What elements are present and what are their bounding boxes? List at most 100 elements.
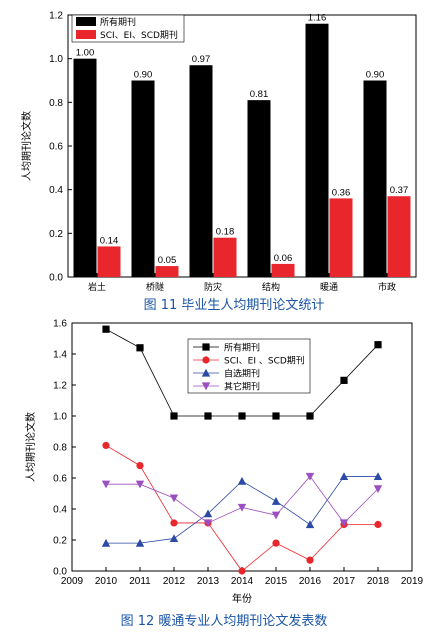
line-chart-series: [101, 325, 383, 575]
series-1-point: [238, 567, 246, 575]
bar-chart-legend: 所有期刊 SCI、EI、SCD期刊: [71, 14, 185, 43]
bar-chart-y-axis-title: 人均期刊论文数: [20, 111, 33, 181]
bar-chart-category-label: 结构: [262, 281, 280, 293]
line-chart-x-tick-label: 2011: [129, 576, 151, 587]
series-1-point: [170, 519, 178, 527]
series-3-point: [203, 519, 213, 528]
line-chart-y-axis: 0.0 0.2 0.4 0.6 0.8 1.0 1.2 1.4 1.6: [53, 319, 76, 578]
bar-value-label: 1.00: [76, 48, 95, 59]
series-3-point: [339, 519, 349, 528]
series-0-point: [238, 412, 246, 420]
bar-sci-ei-scd: [387, 196, 411, 277]
line-chart-x-tick-label: 2019: [401, 576, 424, 587]
series-0-point: [272, 412, 280, 420]
line-chart-y-tick-label: 0.2: [53, 536, 67, 547]
line-chart-x-axis: 2009 2010 2011 2012 2013 2014 2015 2016 2017 2018…: [61, 567, 424, 587]
series-0-point: [306, 412, 314, 420]
bar-all-journals: [363, 80, 387, 277]
line-chart-x-tick-label: 2017: [333, 576, 356, 587]
line-chart-y-tick-label: 0.0: [53, 567, 67, 578]
bar-chart-x-axis: 岩土 桥隧 防灾 结构 暖通 市政: [88, 273, 396, 293]
legend-marker-3: [201, 382, 211, 391]
series-3-point: [373, 485, 383, 494]
series-2-point: [305, 520, 315, 529]
line-chart-y-tick-label: 0.8: [53, 443, 67, 454]
bar-sci-ei-scd: [213, 237, 237, 277]
line-chart-x-tick-label: 2014: [231, 576, 254, 587]
bar-value-label: 0.81: [250, 89, 269, 100]
series-0-point: [102, 325, 110, 333]
bar-value-label: 0.90: [366, 70, 385, 81]
series-2-point: [203, 509, 213, 518]
bar-value-label: 0.14: [100, 235, 119, 246]
bar-value-label: 0.97: [192, 54, 211, 65]
series-3-point: [169, 494, 179, 503]
legend-label-1: SCI、EI 、SCD期刊: [224, 355, 305, 367]
series-3-point: [237, 503, 247, 512]
series-2-point: [101, 538, 111, 547]
series-3-point: [305, 472, 315, 481]
series-0-point: [204, 412, 212, 420]
legend-marker-2: [201, 368, 211, 377]
bar-chart-y-tick-label: 0.0: [49, 273, 63, 284]
series-2-point: [339, 472, 349, 481]
bar-chart-y-tick-label: 1.0: [49, 54, 63, 65]
line-chart-x-tick-label: 2009: [61, 576, 84, 587]
series-1-point: [374, 520, 382, 529]
legend-marker-1: [202, 356, 210, 364]
bar-all-journals: [247, 100, 271, 278]
series-3-point: [271, 511, 281, 520]
series-1-point: [306, 556, 314, 564]
bar-chart-bars: 1.00 0.14 0.90 0.05 0.97 0.18 0.81 0.06 1.16 0.36…: [73, 13, 411, 278]
line-chart-y-tick-label: 1.2: [53, 381, 67, 392]
bar-value-label: 0.06: [274, 253, 293, 264]
bar-chart-y-tick-label: 1.2: [49, 11, 63, 22]
series-0-point: [340, 376, 348, 384]
legend-label-3: 其它期刊: [224, 381, 260, 393]
series-3-point: [135, 480, 145, 489]
line-chart-y-tick-label: 1.4: [53, 350, 67, 361]
bar-value-label: 0.37: [390, 185, 409, 196]
line-chart-x-tick-label: 2013: [197, 576, 220, 587]
figure-12-caption: 图 12 暖通专业人均期刊论文发表数: [121, 613, 328, 629]
series-2-point: [135, 538, 145, 547]
series-1-point: [272, 539, 280, 547]
series-2-point: [169, 534, 179, 543]
series-2-point: [373, 472, 383, 481]
bar-chart-category-label: 暖通: [320, 281, 338, 293]
series-0-point: [374, 341, 382, 349]
bar-chart: 0.0 0.2 0.4 0.6 0.8 1.0 1.2 1.00 0.14 0.90 0.05 0.…: [20, 11, 417, 293]
legend-marker-0: [202, 343, 210, 351]
series-2-point: [271, 497, 281, 505]
bar-chart-y-tick-label: 0.6: [49, 142, 63, 153]
bar-all-journals: [73, 58, 97, 277]
line-chart: 0.0 0.2 0.4 0.6 0.8 1.0 1.2 1.4 1.6 2009 2010 2011…: [24, 319, 424, 606]
line-chart-x-tick-label: 2010: [95, 576, 118, 587]
line-chart-x-tick-label: 2012: [163, 576, 186, 587]
bar-chart-legend-label-sci: SCI、EI、SCD期刊: [100, 29, 178, 41]
series-0-point: [170, 412, 178, 420]
bar-chart-y-tick-label: 0.8: [49, 98, 63, 109]
bar-chart-y-axis: 0.0 0.2 0.4 0.6 0.8 1.0 1.2: [49, 11, 72, 284]
bar-chart-y-tick-label: 0.2: [49, 229, 63, 240]
bar-sci-ei-scd: [271, 263, 295, 277]
bar-value-label: 0.36: [332, 187, 351, 198]
bar-all-journals: [131, 80, 155, 277]
figure-11-caption: 图 11 毕业生人均期刊论文统计: [144, 298, 325, 313]
bar-chart-legend-label-all: 所有期刊: [100, 16, 136, 28]
bar-value-label: 0.05: [158, 255, 177, 266]
bar-chart-category-label: 市政: [378, 281, 396, 293]
bar-chart-category-label: 防灾: [204, 281, 222, 293]
bar-chart-category-label: 桥隧: [146, 281, 164, 293]
line-chart-x-tick-label: 2016: [299, 576, 322, 587]
series-1-point: [136, 462, 144, 470]
bar-chart-legend-swatch-all: [76, 17, 96, 26]
line-chart-x-tick-label: 2015: [265, 576, 288, 587]
line-chart-y-tick-label: 1.0: [53, 412, 67, 423]
bar-value-label: 1.16: [308, 13, 327, 24]
line-chart-y-axis-title: 人均期刊论文数: [24, 412, 37, 482]
bar-sci-ei-scd: [97, 246, 121, 277]
line-chart-y-tick-label: 0.6: [53, 474, 67, 485]
